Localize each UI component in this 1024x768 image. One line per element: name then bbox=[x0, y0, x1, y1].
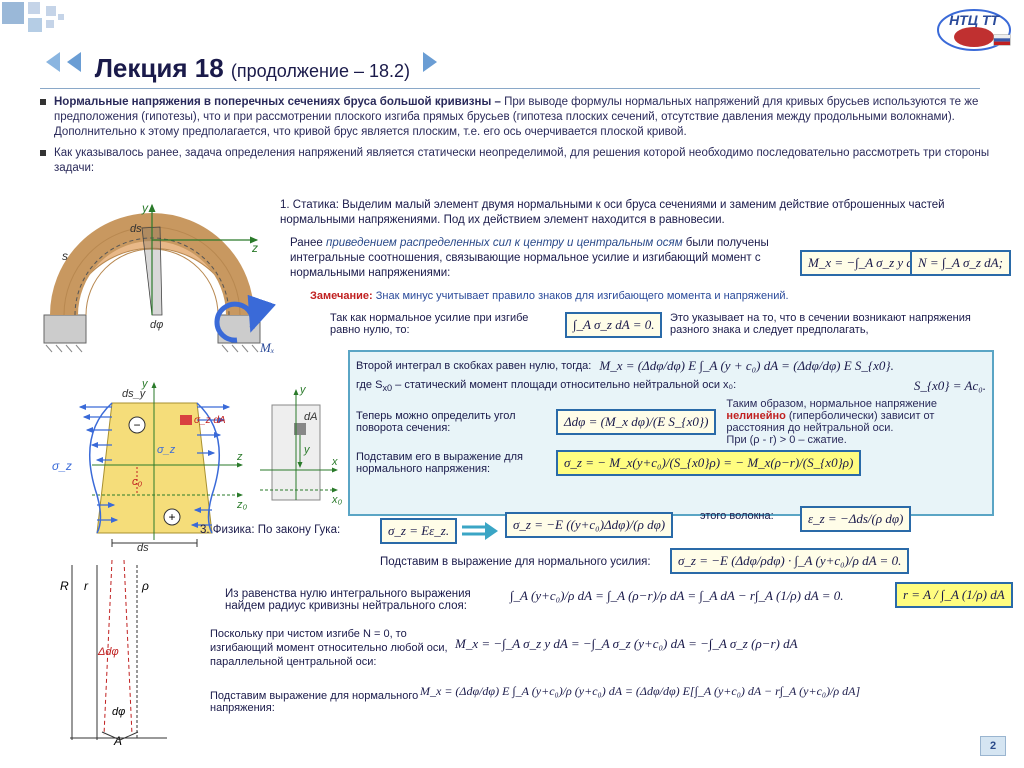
formula-intzero: ∫_A σ_z dA = 0. bbox=[565, 312, 662, 338]
svg-text:c₀: c₀ bbox=[132, 476, 143, 488]
nav-first-icon[interactable] bbox=[46, 52, 60, 72]
derivation-box: Второй интеграл в скобках равен нулю, то… bbox=[348, 350, 994, 516]
svg-text:Δdφ: Δdφ bbox=[97, 646, 119, 658]
radius-text: Из равенства нулю интегрального выражени… bbox=[225, 588, 505, 612]
svg-text:z: z bbox=[236, 451, 243, 463]
deco-square bbox=[46, 20, 54, 28]
label-ds: ds bbox=[130, 223, 142, 235]
prev-text: Ранее приведением распределенных сил к ц… bbox=[290, 236, 790, 281]
statics-text: 1. Статика: Выделим малый элемент двумя … bbox=[280, 198, 980, 228]
svg-text:z₀: z₀ bbox=[236, 499, 248, 511]
content-area: Нормальные напряжения в поперечных сечен… bbox=[40, 95, 990, 182]
physics-label: 3. Физика: По закону Гука: bbox=[200, 524, 340, 536]
label-s: s bbox=[62, 249, 68, 263]
title-rule bbox=[40, 88, 980, 89]
formula-eps: ε_z = −Δds/(ρ dφ) bbox=[800, 506, 911, 532]
svg-text:−: − bbox=[133, 418, 140, 432]
svg-text:x₀: x₀ bbox=[331, 494, 343, 506]
deco-square bbox=[46, 6, 56, 16]
deco-square bbox=[28, 2, 40, 14]
svg-text:y: y bbox=[299, 384, 307, 396]
svg-text:σ_z dA: σ_z dA bbox=[194, 415, 226, 426]
norm-zero-right: Это указывает на то, что в сечении возни… bbox=[670, 312, 980, 336]
formula-n: N = ∫_A σ_z dA; bbox=[910, 250, 1011, 276]
formula-mx-any: M_x = −∫_A σ_z y dA = −∫_A σ_z (y+c₀) dA… bbox=[455, 636, 798, 652]
page-number: 2 bbox=[980, 736, 1006, 756]
deco-square bbox=[58, 14, 64, 20]
svg-text:R: R bbox=[60, 579, 69, 593]
svg-text:+: + bbox=[168, 510, 175, 524]
svg-text:ds_y: ds_y bbox=[122, 388, 147, 400]
label-dphi: dφ bbox=[150, 319, 163, 331]
svg-text:dA: dA bbox=[304, 411, 317, 423]
subst-final-text: Подставим выражение для нормального напр… bbox=[210, 690, 420, 714]
svg-text:r: r bbox=[84, 579, 89, 593]
formula-mx-final: M_x = (Δdφ/dφ) E ∫_A (y+c₀)/ρ (y+c₀) dA … bbox=[420, 684, 860, 699]
diagram-radius: R r ρ Δdφ dφ A bbox=[42, 560, 202, 745]
nav-next-icon[interactable] bbox=[423, 52, 437, 72]
deco-square bbox=[28, 18, 42, 32]
svg-text:σ_z: σ_z bbox=[157, 444, 176, 456]
diagram-arch: y z s ds dφ Mₓ bbox=[42, 200, 262, 350]
etogo-text: этого волокна: bbox=[700, 510, 774, 522]
svg-text:dφ: dφ bbox=[112, 706, 125, 718]
svg-text:ρ: ρ bbox=[141, 579, 149, 593]
axis-z-label: z bbox=[251, 241, 258, 255]
diagram-section: y x x₀ dA y y z z₀ − + σ_z dA σ_z σ_z c₀… bbox=[42, 375, 342, 575]
axis-y-label: y bbox=[141, 201, 149, 215]
formula-radius-int: ∫_A (y+c₀)/ρ dA = ∫_A (ρ−r)/ρ dA = ∫_A d… bbox=[510, 588, 843, 604]
logo: НТЦ ТТ bbox=[934, 5, 1014, 55]
formula-sigma-int: σ_z = −E (Δdφ/ρdφ) · ∫_A (y+c₀)/ρ dA = 0… bbox=[670, 548, 909, 574]
bullet-2: Как указывалось ранее, задача определени… bbox=[40, 146, 990, 176]
svg-text:x: x bbox=[331, 456, 338, 468]
svg-text:НТЦ ТТ: НТЦ ТТ bbox=[949, 12, 1000, 28]
svg-text:ds: ds bbox=[137, 542, 149, 554]
label-mx: Mₓ bbox=[260, 340, 275, 356]
formula-sigma-e: σ_z = −E ((y+c₀)Δdφ)/(ρ dφ) bbox=[505, 512, 673, 538]
bullet-1: Нормальные напряжения в поперечных сечен… bbox=[40, 95, 990, 140]
remark: Замечание: Знак минус учитывает правило … bbox=[310, 290, 980, 302]
formula-r-result: r = A / ∫_A (1/ρ) dA bbox=[895, 582, 1013, 608]
formula-hooke: σ_z = Eε_z. bbox=[380, 518, 457, 544]
lecture-title: Лекция 18 (продолжение – 18.2) bbox=[95, 53, 410, 83]
nav-prev-icon[interactable] bbox=[67, 52, 81, 72]
svg-text:A: A bbox=[113, 734, 122, 748]
implies-icon-1 bbox=[460, 522, 500, 543]
deco-square bbox=[2, 2, 24, 24]
norm-zero-text: Так как нормальное усилие при изгибе рав… bbox=[330, 312, 560, 336]
pure-bend-text: Поскольку при чистом изгибе N = 0, то из… bbox=[210, 628, 450, 669]
subst-norm-text: Подставим в выражение для нормального ус… bbox=[380, 556, 660, 568]
title-bar: Лекция 18 (продолжение – 18.2) bbox=[44, 52, 439, 84]
svg-text:σ_z: σ_z bbox=[52, 459, 72, 473]
